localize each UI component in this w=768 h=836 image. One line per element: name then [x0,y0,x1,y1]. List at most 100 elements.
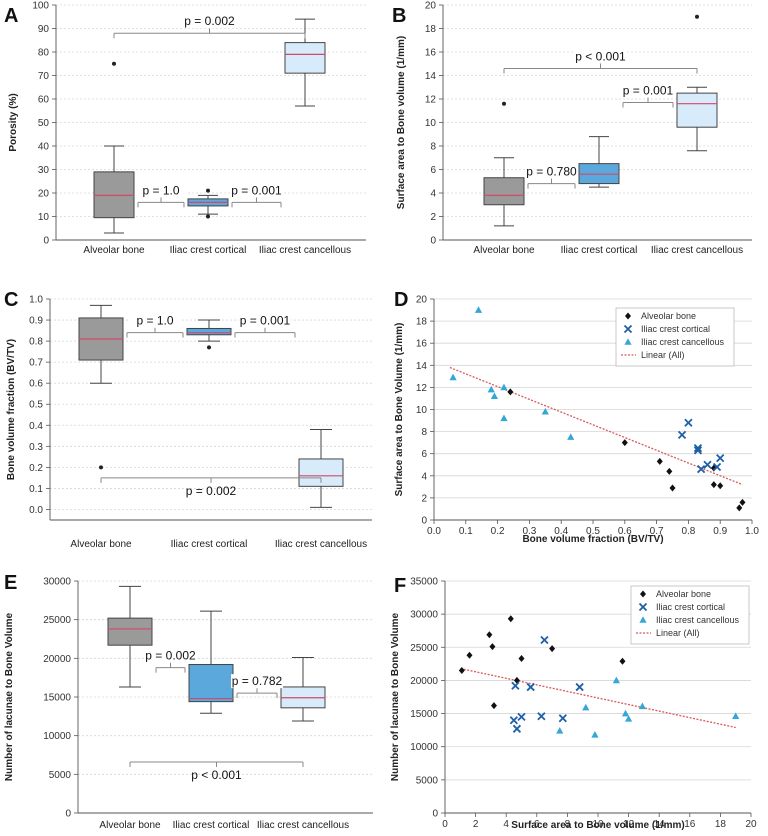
panel-f-ytick-label: 20000 [410,676,438,687]
panel-d-point-cortical [693,444,703,453]
panel-f-point-cortical [517,712,526,722]
panel-f-xtick-label: 0 [442,819,448,830]
panel-b-ytick-label: 6 [430,165,436,176]
panel-d-point-cancellous [490,392,499,400]
panel-f-y-axis-label: Number of lacunae to Bone Volume [390,612,401,781]
panel-e-ytick-label: 25000 [43,615,71,626]
panel-b-ytick-label: 10 [425,118,437,129]
panel-f-xtick-label: 14 [654,819,666,830]
panel-f-legend-label: Iliac crest cancellous [656,615,740,625]
panel-f-point-alveolar [466,651,473,659]
panel-b-p-value-bg [622,83,674,98]
panel-d-point-cortical [712,462,722,472]
panel-d-point-alveolar [621,439,628,447]
panel-d-ytick-label: 8 [421,427,427,438]
panel-a-ytick-label: 20 [38,189,50,200]
panel-e-p-value: p = 0.782 [232,674,283,688]
panel-d-point-alveolar [736,504,743,512]
panel-b-outlier [695,14,699,19]
panel-c-ytick-label: 0.5 [29,400,43,411]
panel-a-outlier [206,188,210,193]
panel-d-ytick-label: 18 [416,317,428,328]
panel-c-ytick-label: 0.8 [29,337,43,348]
panel-a-ytick-label: 10 [38,212,50,223]
panel-a-p-value-bg [135,183,187,198]
panel-f-xtick-label: 10 [592,819,604,830]
panel-a-outlier [112,61,116,66]
panel-e-category-label: Iliac crest cortical [173,820,250,831]
panel-d-xtick-label: 0.2 [491,526,505,537]
panel-a-p-value-bg [230,183,283,198]
panel-e-ytick-label: 30000 [43,577,71,588]
panel-f-point-cortical [509,716,518,725]
panel-c-outlier [207,345,211,350]
panel-c-ytick-label: 0.0 [29,505,43,516]
panel-a-ytick-label: 70 [38,71,50,82]
panel-d-point-cortical [677,430,687,440]
panel-d-ytick-label: 6 [421,449,427,460]
panel-b-letter: B [392,5,406,27]
panel-c-category-label: Iliac crest cortical [171,539,248,550]
panel-a-p-value-bg [183,14,236,29]
panel-f-legend-point-alveolar [640,590,646,598]
panel-c-p-value: p = 1.0 [136,314,173,328]
panel-d-point-cancellous [541,407,549,415]
panel-d-point-alveolar [507,388,514,396]
panel-a-p-value: p = 1.0 [142,183,179,197]
panel-d-point-cortical [703,460,712,469]
panel-f-point-cortical [540,635,549,645]
panel-d-xtick-label: 0.1 [459,526,473,537]
panel-f-xtick-label: 8 [565,819,571,830]
panel-c-box [186,327,232,336]
panel-e-p-value: p = 0.002 [145,649,196,663]
panel-f-legend-box [630,585,750,645]
panel-d-ytick-label: 10 [416,405,428,416]
panel-e-box [107,617,153,646]
panel-b-ytick-label: 16 [425,48,437,59]
panel-f-point-alveolar [458,666,465,674]
panel-d-xtick-label: 0.7 [650,526,664,537]
panel-b-ytick-label: 0 [430,236,436,247]
panel-f-x-axis-label: Surface area to Bone volume (1/mm) [511,820,684,831]
panel-c-ytick-label: 1.0 [29,295,43,306]
panel-b-p-value-bg [525,164,578,179]
panel-a-ytick-label: 80 [38,48,50,59]
panel-f-point-cortical [537,712,546,721]
panel-a-ytick-label: 0 [43,236,49,247]
panel-d-ytick-label: 14 [416,361,428,372]
panel-a-category-label: Iliac crest cancellous [259,245,351,256]
panel-a-ytick-label: 50 [38,118,50,129]
panel-d-xtick-label: 0.4 [554,526,568,537]
panel-e-y-axis-label: Number of lacunae to Bone Volume [4,612,15,781]
panel-d-point-alveolar [669,484,676,492]
panel-d-legend-label: Iliac crest cancellous [641,337,725,347]
panel-e-category-label: Iliac crest cancellous [257,820,349,831]
panel-f-point-cancellous [556,727,564,734]
panel-f-ytick-label: 30000 [410,610,438,621]
panel-f-xtick-label: 4 [503,819,509,830]
panel-c-ytick-label: 0.2 [29,463,43,474]
panel-f-point-cancellous [621,709,630,717]
panel-f-point-cancellous [625,715,633,722]
panel-f-legend-point-cortical [638,602,648,612]
panel-f-xtick-label: 20 [745,819,757,830]
panel-f-xtick-label: 16 [684,819,696,830]
panel-d-letter: D [394,289,408,311]
panel-f-point-alveolar [486,631,493,639]
panel-d-legend-point-cancellous [624,338,632,345]
panel-b-category-label: Alveolar bone [473,245,535,256]
panel-f-xtick-label: 2 [473,819,479,830]
panel-f-point-alveolar [489,643,496,651]
panel-d-legend-label: Iliac crest cortical [641,324,710,334]
panel-d-point-alveolar [666,467,673,475]
panel-f-point-cancellous [732,712,740,720]
panel-f-point-cortical [512,724,522,733]
panel-b-ytick-label: 18 [425,24,437,35]
panel-d-point-alveolar [717,482,724,490]
panel-b-p-value-bg [574,49,627,64]
panel-d-point-cortical [696,465,706,474]
panel-d-ytick-label: 20 [416,295,428,306]
panel-f-letter: F [394,575,406,597]
panel-a-p-value: p = 0.002 [184,14,235,28]
panel-d-x-axis-label: Bone volume fraction (BV/TV) [522,534,663,545]
